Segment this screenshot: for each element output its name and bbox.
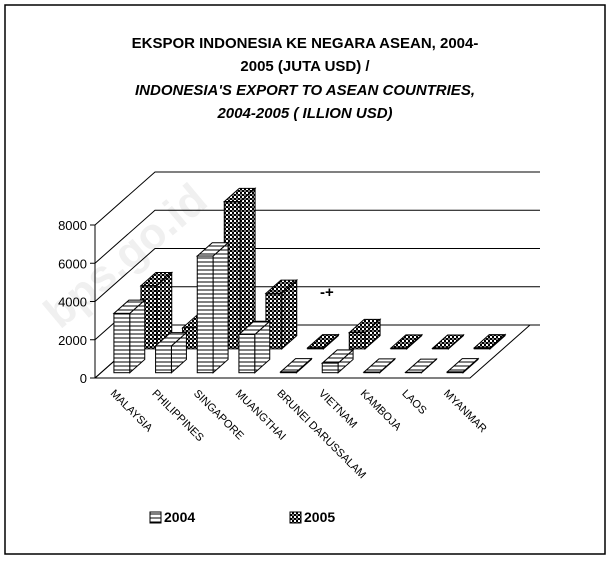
- chart-subtitle: INDONESIA'S EXPORT TO ASEAN COUNTRIES,: [135, 82, 475, 99]
- y-tick-label: 2000: [58, 333, 87, 348]
- chart-title: 2005 (JUTA USD) /: [240, 58, 370, 75]
- y-tick-label: 8000: [58, 218, 87, 233]
- bar: [266, 280, 297, 349]
- bar: [197, 243, 228, 373]
- chart-title: EKSPOR INDONESIA KE NEGARA ASEAN, 2004-: [132, 35, 479, 52]
- y-tick-label: 0: [80, 371, 87, 386]
- legend-marker: [150, 512, 161, 523]
- legend-label: 2004: [164, 509, 195, 525]
- y-tick-label: 4000: [58, 295, 87, 310]
- legend-marker: [290, 512, 301, 523]
- bar: [114, 300, 145, 373]
- y-tick-label: 6000: [58, 256, 87, 271]
- chart-subtitle: 2004-2005 ( ILLION USD): [216, 105, 392, 122]
- legend-label: 2005: [304, 509, 335, 525]
